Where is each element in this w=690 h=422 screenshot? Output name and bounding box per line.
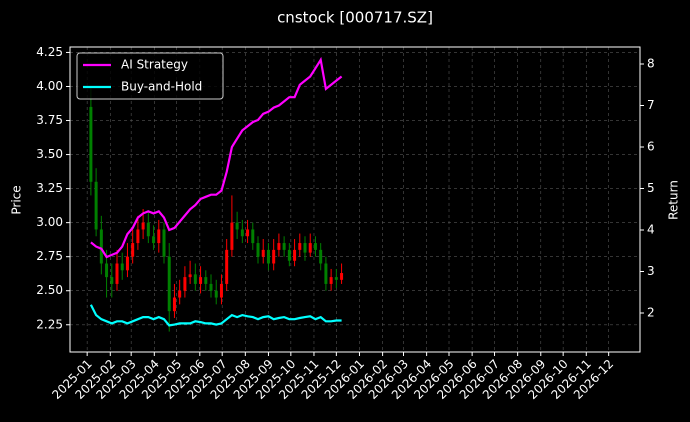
y-tick-label: 3.25 (36, 181, 63, 195)
candle-body (131, 243, 135, 257)
candle-body (298, 243, 302, 250)
candle-body (94, 181, 98, 230)
candle-body (235, 222, 239, 230)
legend-label: Buy-and-Hold (121, 80, 202, 94)
candle-body (157, 229, 161, 244)
y-tick-label: 2.75 (36, 249, 63, 263)
candle-body (261, 249, 265, 257)
candle-body (188, 274, 192, 278)
candle-body (141, 222, 145, 230)
candle-body (209, 283, 213, 291)
candle-body (146, 222, 150, 237)
candle-body (308, 243, 312, 253)
series-line (90, 56, 343, 259)
candle-body (219, 283, 223, 298)
candle-body (152, 236, 156, 244)
y-tick-label: 3.50 (36, 147, 63, 161)
candle-body (293, 249, 297, 261)
y2-tick-label: 5 (647, 181, 655, 195)
candle-body (313, 243, 317, 250)
candle-body (225, 249, 229, 284)
candle-body (334, 277, 338, 280)
candle-body (193, 274, 197, 284)
candle-body (266, 249, 270, 264)
candle-body (136, 229, 140, 244)
candle-body (125, 256, 129, 271)
y-tick-label: 3.75 (36, 113, 63, 127)
chart-title: cnstock [000717.SZ] (277, 9, 433, 27)
legend-box (76, 52, 224, 100)
candle-body (272, 249, 276, 264)
candle-body (329, 277, 333, 284)
y2-tick-label: 4 (647, 223, 655, 237)
candle-body (120, 263, 124, 271)
candle-body (99, 229, 103, 264)
y2-tick-label: 8 (647, 57, 655, 71)
candle-body (204, 277, 208, 284)
candle-body (183, 277, 187, 291)
legend-label: AI Strategy (121, 58, 188, 72)
candle-body (214, 290, 218, 298)
candle-body (162, 229, 166, 257)
plot-frame (69, 46, 641, 353)
candle-body (172, 297, 176, 312)
candle-body (282, 243, 286, 250)
series-line (89, 304, 342, 327)
y2-tick-label: 7 (647, 98, 655, 112)
candle-body (240, 229, 244, 237)
candle-body (246, 229, 250, 237)
candle-body (340, 273, 344, 280)
y2-tick-label: 6 (647, 140, 655, 154)
y-tick-label: 2.25 (36, 317, 63, 331)
candle-body (256, 243, 260, 257)
y-tick-label: 4.00 (36, 79, 63, 93)
candle-body (110, 277, 114, 284)
candle-body (105, 263, 109, 278)
candle-body (199, 277, 203, 284)
candle-body (167, 256, 171, 312)
candle-body (319, 249, 323, 264)
candle-body (303, 243, 307, 253)
y-tick-label: 2.50 (36, 283, 63, 297)
y2-tick-label: 2 (647, 305, 655, 319)
candle-body (178, 290, 182, 298)
y-axis-label: Price (10, 185, 24, 214)
candle-body (287, 249, 291, 261)
candle-body (277, 243, 281, 250)
y-tick-label: 3.00 (36, 215, 63, 229)
y2-tick-label: 3 (647, 264, 655, 278)
candle-body (251, 229, 255, 244)
candle-body (230, 222, 234, 250)
candle-body (115, 263, 119, 284)
candle-body (324, 263, 328, 284)
y2-axis-label: Return (667, 180, 681, 220)
y-tick-label: 4.25 (36, 45, 63, 59)
candle-body (89, 106, 93, 182)
